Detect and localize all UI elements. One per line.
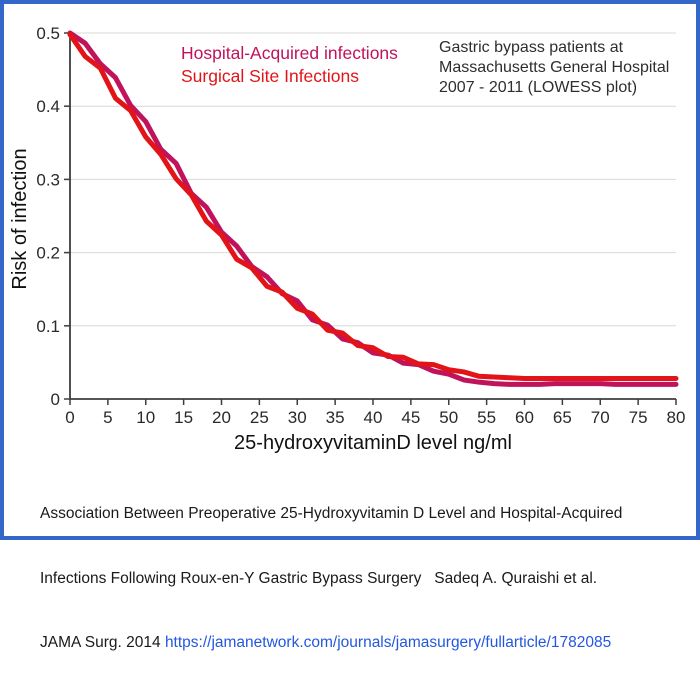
caption: Association Between Preoperative 25-Hydr… [40, 460, 622, 675]
curve-hospital-acquired-infections [67, 30, 679, 387]
legend-item-surgical-site: Surgical Site Infections [181, 66, 360, 86]
x-tick-label: 15 [174, 408, 193, 427]
y-axis-title: Risk of infection [9, 148, 31, 290]
x-tick-label: 20 [212, 408, 231, 427]
y-tick-label: 0.1 [36, 317, 60, 336]
lowess-chart: 0 0.1 0.2 0.3 0.4 0.5 0 5 10 15 20 25 30 35 40 45 50 55 60… [36, 24, 686, 427]
x-tick-label: 55 [477, 408, 496, 427]
annotation-line: 2007 - 2011 (LOWESS plot) [439, 79, 638, 96]
x-tick-label: 75 [629, 408, 648, 427]
annotation-block: Gastric bypass patients at Massachusetts… [439, 38, 669, 98]
x-tick-label: 50 [439, 408, 458, 427]
y-tick-label: 0.3 [36, 170, 60, 189]
article-link[interactable]: https://jamanetwork.com/journals/jamasur… [164, 634, 612, 651]
x-tick-label: 30 [288, 408, 307, 427]
x-tick-label: 35 [326, 408, 345, 427]
caption-line-1: Association Between Preoperative 25-Hydr… [40, 505, 623, 522]
caption-line-2: Infections Following Roux-en-Y Gastric B… [40, 569, 598, 587]
x-tick-label: 0 [65, 408, 74, 427]
x-tick-label: 65 [553, 408, 572, 427]
y-tick-label: 0.4 [36, 97, 60, 116]
annotation-line: Gastric bypass patients at [439, 39, 624, 56]
x-tick-label: 60 [515, 408, 534, 427]
x-tick-label: 40 [364, 408, 383, 427]
legend: Hospital-Acquired infections Surgical Si… [181, 42, 398, 88]
x-tick-label: 70 [591, 408, 610, 427]
x-tick-label: 10 [136, 408, 155, 427]
annotation-line: Massachusetts General Hospital [439, 59, 670, 76]
x-tick-label: 25 [250, 408, 269, 427]
legend-item-hospital-acquired: Hospital-Acquired infections [181, 43, 398, 63]
x-tick-label: 45 [401, 408, 420, 427]
curve-surgical-site-infections [67, 31, 679, 382]
y-tick-label: 0.5 [36, 24, 60, 43]
x-tick-label: 5 [103, 408, 112, 427]
caption-citation: JAMA Surg. 2014 [40, 634, 165, 651]
x-axis-title: 25-hydroxyvitaminD level ng/ml [234, 432, 512, 454]
x-tick-label: 80 [667, 408, 686, 427]
caption-line-3: JAMA Surg. 2014 https://jamanetwork.com/… [40, 632, 622, 654]
y-tick-label: 0 [51, 390, 60, 409]
y-tick-label: 0.2 [36, 244, 60, 263]
